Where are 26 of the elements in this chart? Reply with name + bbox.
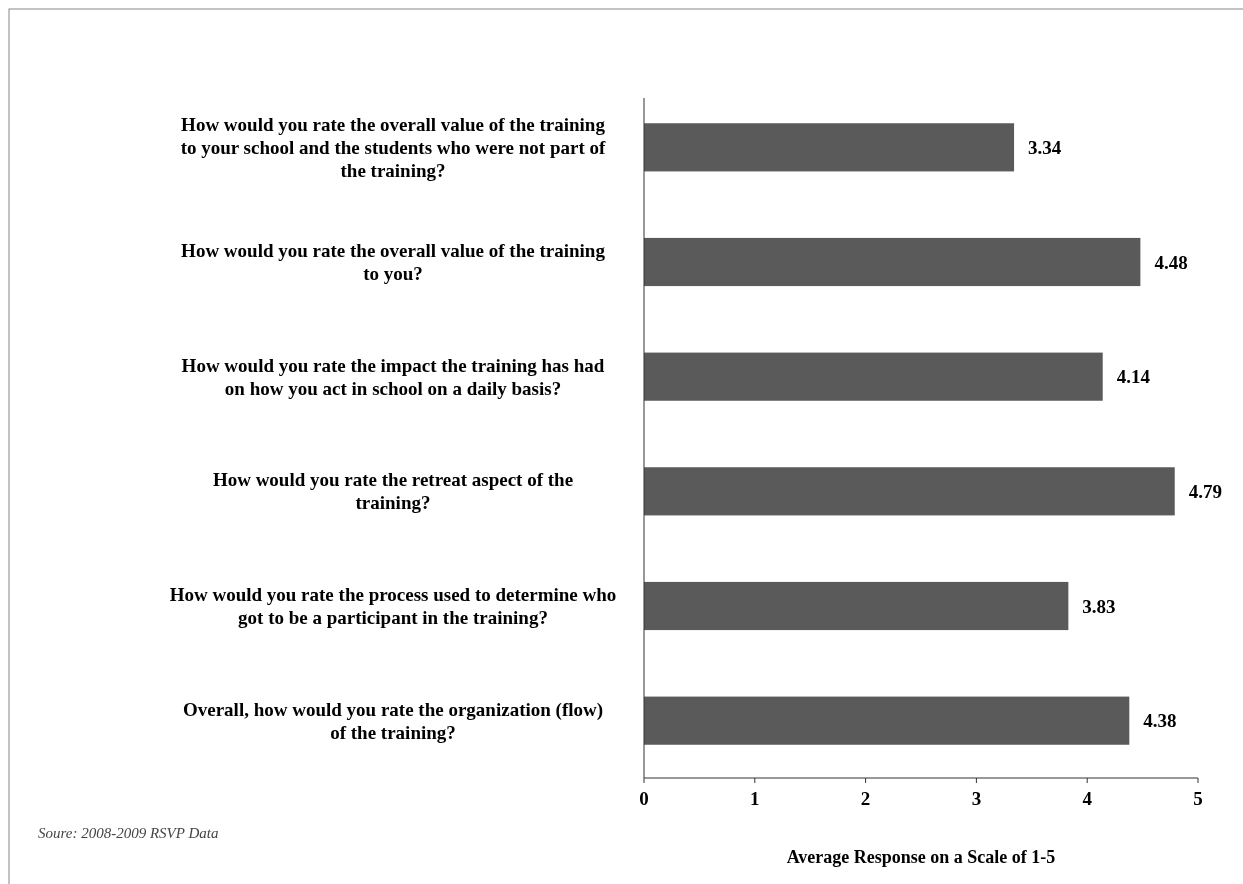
y-tick-label: How would you rate the overall value of the training to your school and the students who were not part of the training?: [180, 113, 607, 181]
y-tick-label: How would you rate the retreat aspect of the training?: [212, 469, 574, 514]
data-label: 3.83: [1082, 595, 1116, 617]
bar: [644, 352, 1103, 401]
y-tick-label: How would you rate the process used to determine who got to be a participant in the training?: [169, 584, 617, 629]
bar: [644, 581, 1069, 631]
bar: [644, 696, 1130, 745]
x-tick-label: 1: [750, 788, 760, 809]
data-label: 4.38: [1143, 710, 1177, 732]
x-tick-label: 3: [971, 788, 982, 809]
text: Soure: 2008-2009 RSVP Data: [38, 825, 219, 841]
data-label: 4.14: [1116, 366, 1151, 388]
x-tick-label: 2: [860, 788, 871, 809]
bar: [644, 237, 1141, 287]
y-tick-label: How would you rate the overall value of the training to you?: [181, 240, 606, 285]
data-label: 4.79: [1188, 480, 1222, 502]
bar: [644, 467, 1175, 516]
x-axis-title: Average Response on a Scale of 1-5: [786, 847, 1056, 867]
data-label: 3.34: [1028, 136, 1062, 158]
x-tick-label: 4: [1082, 788, 1093, 809]
x-tick-label: 5: [1193, 788, 1203, 809]
bar: [644, 123, 1015, 172]
x-tick-label: 0: [639, 788, 649, 809]
y-tick-label: How would you rate the impact the training has had on how you act in school on a daily basis?: [181, 354, 605, 399]
y-tick-label: Overall, how would you rate the organization (flow) of the training?: [182, 698, 604, 743]
data-label: 4.48: [1154, 251, 1188, 273]
